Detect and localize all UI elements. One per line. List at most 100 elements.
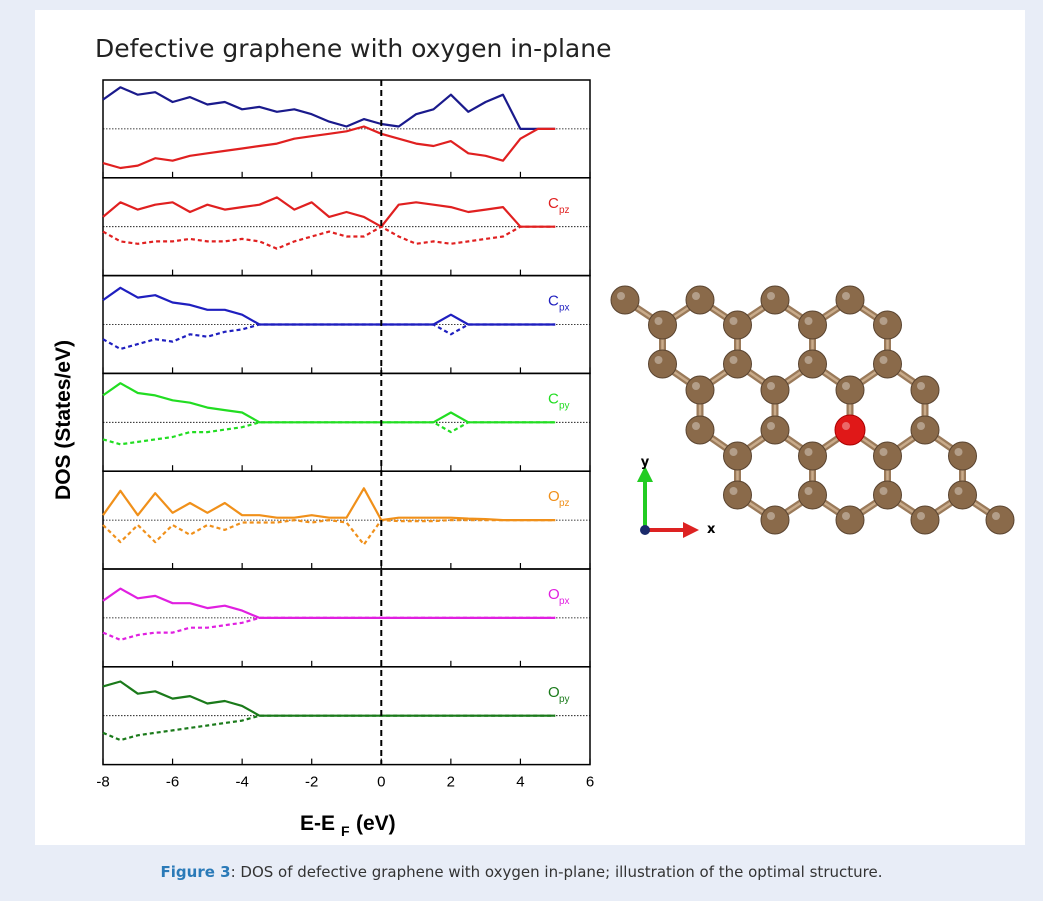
atom-shine [880,487,888,495]
carbon-atom [949,442,977,470]
panel-label: C [548,195,559,212]
panel-label: O [548,586,560,603]
y-axis-label: DOS (States/eV) [52,340,75,500]
dos-curve [103,325,555,350]
dos-curve [103,716,555,740]
atom-shine [842,382,850,390]
carbon-atom [649,311,677,339]
atom-shine [730,356,738,364]
dos-curve [103,87,555,129]
carbon-atom [799,481,827,509]
dos-curve [103,197,555,226]
carbon-atom [911,416,939,444]
atom-shine [767,512,775,520]
axis-y-label: y [641,455,650,470]
dos-curve [103,589,555,618]
panel-label-sub: px [559,596,570,607]
dos-curve [103,682,555,716]
panel-label: O [548,488,560,505]
caption-label: Figure 3 [161,863,231,881]
atom-shine [842,512,850,520]
atom-shine [955,448,963,456]
carbon-atom [761,506,789,534]
figure-title: Defective graphene with oxygen in-plane [95,34,611,63]
carbon-atom [686,286,714,314]
atom-shine [917,382,925,390]
carbon-atom [761,416,789,444]
x-axis-label-unit: (eV) [356,812,396,835]
carbon-atom [874,442,902,470]
page: Defective graphene with oxygen in-plane … [0,0,1043,901]
atom-shine [955,487,963,495]
x-tick-label: -8 [96,774,109,791]
dos-curve [103,422,555,444]
carbon-atom [686,376,714,404]
x-tick-label: -6 [166,774,179,791]
x-tick-label: 2 [447,774,455,791]
caption: Figure 3: DOS of defective graphene with… [0,863,1043,881]
carbon-atom [911,506,939,534]
carbon-atom [911,376,939,404]
atom-shine [692,382,700,390]
panel-label-sub: py [559,400,570,411]
z-axis-dot [640,525,650,535]
panel-label-sub: pz [559,498,570,509]
carbon-atom [986,506,1014,534]
dos-curve [103,288,555,325]
carbon-atom [649,350,677,378]
caption-text: : DOS of defective graphene with oxygen … [231,863,883,881]
carbon-atom [836,286,864,314]
carbon-atom [686,416,714,444]
carbon-atom [799,350,827,378]
atom-shine [880,317,888,325]
carbon-atom [874,311,902,339]
x-axis-label: E-E [300,812,335,835]
atom-shine [655,356,663,364]
carbon-atom [836,376,864,404]
atom-shine [767,382,775,390]
dos-curve [103,488,555,520]
carbon-atom [836,506,864,534]
axis-x-label: x [707,522,716,537]
dos-curve [103,383,555,422]
carbon-atom [761,286,789,314]
atom-shine [767,292,775,300]
x-tick-label: 6 [586,774,594,791]
carbon-atom [949,481,977,509]
atom-shine [992,512,1000,520]
chart: Defective graphene with oxygen in-plane … [0,0,1043,860]
panel-label-sub: py [559,694,570,705]
atom-shine [692,422,700,430]
structure-illustration: y x [611,286,1014,538]
carbon-atom [724,311,752,339]
atom-shine [767,422,775,430]
dos-curve [103,227,555,249]
atom-shine [805,356,813,364]
carbon-atom [611,286,639,314]
dos-curve [103,127,555,169]
dos-curve [103,520,555,544]
panel-label: O [548,684,560,701]
x-axis-label-sub: F [341,823,350,839]
carbon-atom [874,481,902,509]
x-tick-label: 4 [516,774,524,791]
atom-shine [655,317,663,325]
atom-shine [880,448,888,456]
dos-curve [103,618,555,640]
atom-shine [805,487,813,495]
panel-label: C [548,390,559,407]
carbon-atom [724,350,752,378]
atom-shine [617,292,625,300]
atom-shine [880,356,888,364]
atom-shine [917,512,925,520]
atom-shine [730,448,738,456]
carbon-atom [874,350,902,378]
carbon-atom [724,481,752,509]
carbon-atom [799,311,827,339]
x-tick-label: -4 [235,774,248,791]
carbon-atom [761,376,789,404]
atom-shine [730,487,738,495]
atom-shine [730,317,738,325]
atom-shine [917,422,925,430]
atom-shine [842,422,850,430]
